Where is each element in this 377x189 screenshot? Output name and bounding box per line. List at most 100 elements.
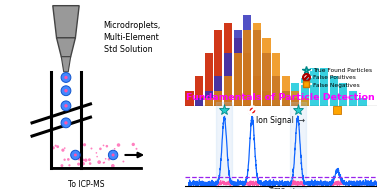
Circle shape <box>88 158 91 161</box>
Circle shape <box>109 150 118 160</box>
Circle shape <box>77 163 80 166</box>
Bar <box>339 83 348 106</box>
Bar <box>243 53 251 106</box>
Bar <box>272 98 280 106</box>
Circle shape <box>135 148 138 150</box>
Circle shape <box>90 148 92 149</box>
Bar <box>214 76 222 106</box>
Circle shape <box>61 118 71 128</box>
Bar <box>262 38 271 106</box>
Bar <box>253 23 261 106</box>
Bar <box>359 98 367 106</box>
Circle shape <box>61 73 71 82</box>
Bar <box>224 76 232 106</box>
Bar <box>291 83 299 106</box>
Polygon shape <box>53 6 79 38</box>
Circle shape <box>64 147 66 149</box>
Circle shape <box>64 89 67 92</box>
Circle shape <box>123 160 124 163</box>
Circle shape <box>96 152 97 154</box>
Bar <box>349 91 357 106</box>
Circle shape <box>78 153 81 156</box>
Bar <box>301 98 309 106</box>
Circle shape <box>63 159 66 161</box>
Circle shape <box>106 145 108 147</box>
Bar <box>301 76 309 106</box>
Bar <box>224 23 232 106</box>
Bar <box>214 91 222 106</box>
Circle shape <box>83 143 86 146</box>
Circle shape <box>71 150 80 160</box>
Circle shape <box>78 157 81 160</box>
Bar <box>282 76 290 106</box>
Bar <box>243 15 251 106</box>
Bar <box>282 91 290 106</box>
Circle shape <box>68 164 70 167</box>
Circle shape <box>81 162 85 165</box>
Bar <box>262 91 271 106</box>
Circle shape <box>114 148 115 150</box>
Bar <box>329 76 338 106</box>
Circle shape <box>104 162 105 163</box>
Bar <box>282 91 290 106</box>
Circle shape <box>111 164 115 168</box>
Bar <box>291 98 299 106</box>
Bar <box>253 76 261 106</box>
Bar <box>233 53 242 106</box>
Circle shape <box>108 158 110 161</box>
Text: To ICP-MS: To ICP-MS <box>69 180 105 189</box>
Circle shape <box>105 158 106 160</box>
Circle shape <box>97 156 98 157</box>
Title: Fundamentals of Particle Detection: Fundamentals of Particle Detection <box>187 93 375 102</box>
Bar <box>272 98 280 106</box>
Bar <box>195 98 203 106</box>
Bar <box>185 91 194 106</box>
Circle shape <box>97 160 101 164</box>
Bar <box>253 30 261 106</box>
Circle shape <box>64 76 67 79</box>
Bar <box>320 68 328 106</box>
Text: Microdroplets,
Multi-Element
Std Solution: Microdroplets, Multi-Element Std Solutio… <box>104 22 161 54</box>
Text: Ion Signal  →: Ion Signal → <box>256 116 305 125</box>
Polygon shape <box>61 57 71 72</box>
Circle shape <box>56 145 59 148</box>
Bar <box>224 53 232 106</box>
Bar <box>205 98 213 106</box>
Bar <box>214 30 222 106</box>
Circle shape <box>117 143 120 147</box>
Circle shape <box>103 162 104 164</box>
Circle shape <box>64 121 67 125</box>
Bar <box>272 53 280 106</box>
Circle shape <box>55 145 57 147</box>
Bar <box>310 68 319 106</box>
Circle shape <box>84 158 87 162</box>
Bar <box>216 102 232 189</box>
Circle shape <box>99 148 102 150</box>
Polygon shape <box>57 38 75 57</box>
Bar <box>195 76 203 106</box>
Bar <box>243 30 251 106</box>
Legend: True Found Particles, False Positives, False Negatives: True Found Particles, False Positives, F… <box>297 66 374 90</box>
Bar <box>205 53 213 106</box>
Circle shape <box>112 153 115 156</box>
Circle shape <box>61 86 71 96</box>
Bar <box>205 91 213 106</box>
Circle shape <box>82 159 84 161</box>
Bar <box>233 38 242 106</box>
Bar <box>272 76 280 106</box>
Bar <box>262 53 271 106</box>
Circle shape <box>64 104 67 108</box>
Bar <box>290 102 306 189</box>
Bar <box>291 91 299 106</box>
Text: Time  →: Time → <box>268 187 296 189</box>
Bar <box>233 30 242 106</box>
Circle shape <box>74 153 77 156</box>
Circle shape <box>61 149 64 152</box>
Circle shape <box>52 146 55 149</box>
Circle shape <box>132 143 135 146</box>
Circle shape <box>61 101 71 111</box>
Circle shape <box>67 158 70 161</box>
Circle shape <box>103 145 104 146</box>
Circle shape <box>89 162 92 165</box>
Circle shape <box>60 164 63 167</box>
